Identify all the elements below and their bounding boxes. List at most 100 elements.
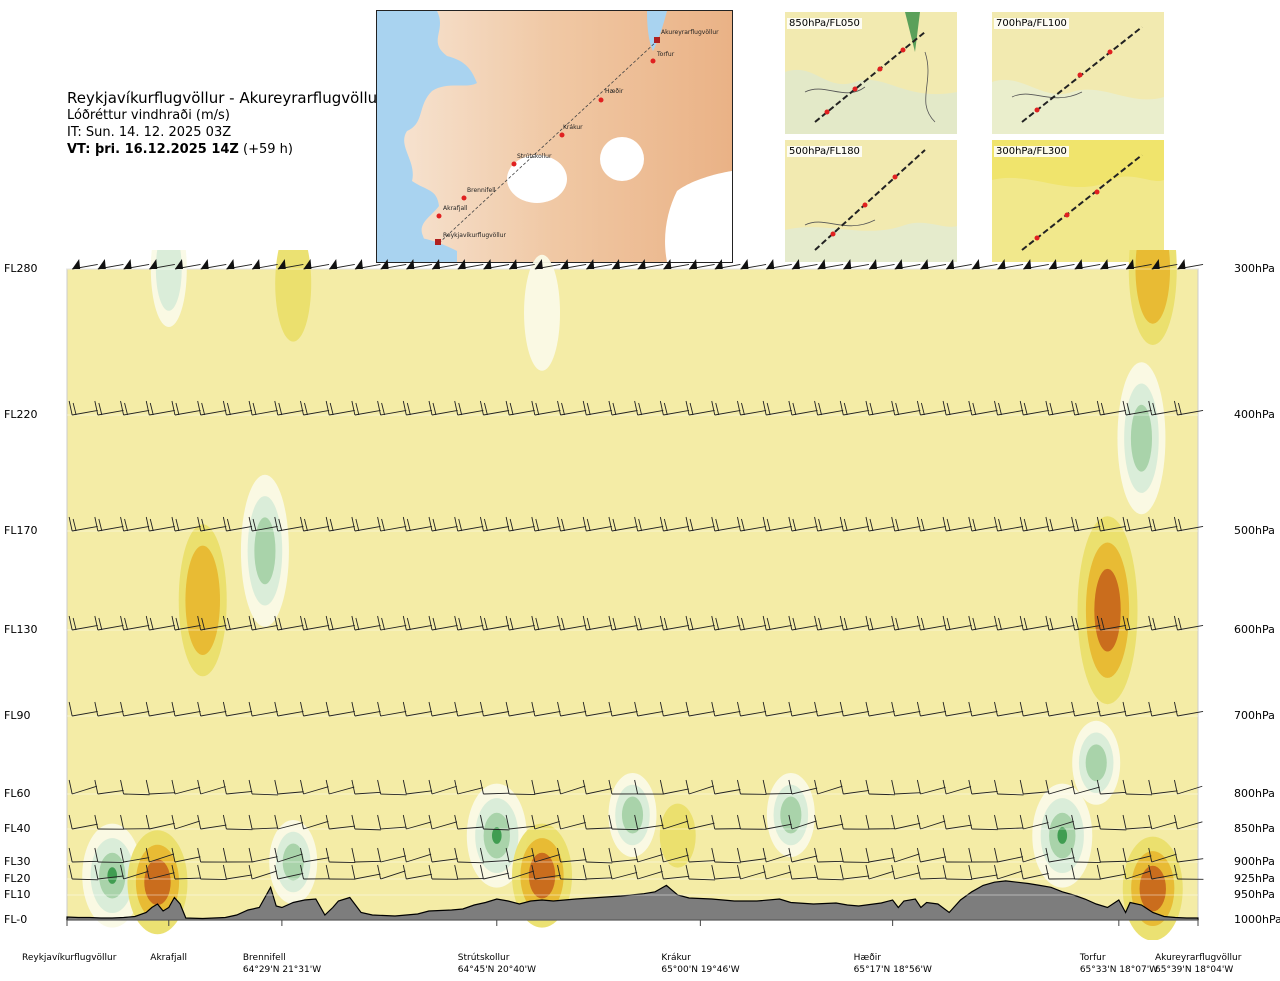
wind-barb-feather2-500-15 — [458, 518, 463, 532]
wind-barb-feather2-500-20 — [586, 518, 591, 532]
wind-barb-feather-700-36 — [994, 701, 998, 717]
wind-barb-900-38 — [1048, 857, 1075, 863]
wind-barb-feather-850-26 — [737, 814, 741, 830]
wind-barb-feather2-600-34 — [946, 617, 951, 631]
wind-barb-800-37 — [1023, 791, 1050, 795]
wind-barb-feather-925-21 — [608, 864, 613, 880]
wind-barb-feather-500-34 — [942, 516, 947, 532]
wind-barb-feather2-500-18 — [535, 518, 540, 532]
wind-barb-feather2-600-31 — [869, 617, 874, 631]
wind-barb-feather-400-40 — [1096, 400, 1101, 416]
fl-label-3: FL130 — [4, 623, 38, 636]
wind-barb-850-34 — [946, 824, 972, 830]
wind-barb-925-17 — [508, 870, 535, 880]
wind-barb-feather-800-2 — [120, 779, 124, 795]
wind-barb-feather-600-18 — [531, 615, 536, 631]
velocity-cell-1-2 — [144, 859, 171, 906]
wind-barb-flag-300-3 — [149, 259, 158, 269]
wind-barb-feather-600-8 — [274, 615, 279, 631]
wind-barb-flag-300-42 — [1151, 259, 1160, 269]
wind-barb-feather-600-34 — [942, 615, 947, 631]
wind-barb-feather-925-5 — [197, 864, 202, 880]
wind-barb-900-23 — [663, 854, 689, 863]
wind-barb-850-35 — [971, 828, 998, 831]
pressure-label-0: 300hPa — [1234, 262, 1275, 275]
map-marker-strutskollur — [511, 161, 517, 167]
wind-barb-feather2-500-25 — [715, 518, 720, 532]
wind-barb-feather2-500-13 — [406, 518, 411, 532]
wind-barb-700-18 — [534, 711, 561, 717]
location-name-1: Akrafjall — [150, 953, 188, 963]
map-marker-akrafjall — [436, 213, 442, 219]
wind-barb-800-11 — [354, 791, 381, 795]
wind-barb-800-16 — [483, 792, 510, 795]
wind-barb-feather-600-12 — [377, 615, 382, 631]
wind-barb-925-30 — [843, 875, 870, 880]
wind-barb-feather-925-15 — [454, 864, 459, 880]
wind-barb-feather-800-8 — [274, 779, 279, 795]
wind-barb-feather2-500-24 — [689, 518, 694, 532]
wind-barb-feather2-500-31 — [869, 518, 874, 532]
wind-barb-feather2-600-35 — [972, 617, 977, 631]
wind-barb-feather-700-12 — [377, 701, 382, 717]
wind-barb-925-22 — [637, 871, 663, 880]
wind-barb-925-19 — [560, 878, 587, 881]
wind-barb-800-3 — [149, 792, 176, 795]
wind-barb-feather-850-30 — [839, 814, 844, 830]
wind-barb-feather-400-37 — [1019, 400, 1024, 416]
wind-barb-700-2 — [123, 711, 150, 717]
wind-barb-feather-600-40 — [1096, 615, 1101, 631]
wind-barb-feather2-500-11 — [355, 518, 360, 532]
wind-barb-feather2-400-6 — [226, 402, 231, 416]
thumbnail-850hpa[interactable]: 850hPa/FL050 — [785, 12, 957, 134]
thumbnail-300hpa[interactable]: 300hPa/FL300 — [992, 140, 1164, 262]
wind-barb-850-38 — [1048, 820, 1074, 830]
wind-barb-feather-900-23 — [659, 847, 664, 863]
thumbnail-850hpa-label: 850hPa/FL050 — [787, 18, 862, 29]
wind-barb-850-15 — [457, 826, 484, 830]
wind-barb-feather-900-14 — [428, 847, 433, 863]
pressure-label-7: 900hPa — [1234, 855, 1275, 868]
wind-barb-feather-700-19 — [557, 701, 561, 717]
wind-barb-900-19 — [560, 859, 587, 863]
map-fjord-north — [647, 11, 667, 51]
wind-barb-850-7 — [252, 827, 279, 830]
thumbnail-500hpa[interactable]: 500hPa/FL180 — [785, 140, 957, 262]
wind-barb-900-33 — [920, 856, 946, 863]
wind-barb-feather-500-38 — [1045, 516, 1050, 532]
wind-barb-feather2-400-25 — [715, 402, 720, 416]
velocity-cell-14-2 — [1139, 865, 1166, 912]
location-ticks — [66, 920, 1199, 926]
wind-barb-feather-700-38 — [1045, 701, 1050, 717]
wind-barb-700-10 — [329, 711, 355, 717]
wind-barb-feather-400-10 — [325, 400, 330, 416]
pressure-label-3: 600hPa — [1234, 623, 1275, 636]
wind-barb-feather-700-15 — [454, 701, 459, 717]
wind-barb-700-26 — [740, 711, 767, 717]
wind-barb-feather-900-19 — [557, 847, 561, 863]
wind-barb-feather-600-38 — [1045, 615, 1050, 631]
wind-barb-900-15 — [457, 861, 484, 864]
wind-barb-feather-925-13 — [402, 864, 407, 880]
parameter-subtitle: Lóðréttur vindhraði (m/s) — [67, 108, 230, 123]
velocity-cell-17-0 — [524, 254, 561, 371]
wind-barb-flag-300-1 — [97, 259, 106, 269]
wind-barb-feather2-500-43 — [1177, 518, 1182, 532]
wind-barb-feather-500-7 — [248, 516, 253, 532]
wind-barb-feather2-600-22 — [638, 617, 643, 631]
wind-barb-700-24 — [688, 711, 715, 717]
wind-barb-850-41 — [1125, 826, 1152, 830]
wind-barb-700-42 — [1151, 711, 1178, 717]
wind-barb-feather-700-28 — [788, 701, 793, 717]
wind-barb-700-9 — [303, 711, 330, 717]
wind-barb-900-14 — [431, 858, 458, 863]
wind-barb-925-5 — [200, 878, 227, 881]
wind-barb-feather2-600-3 — [149, 617, 154, 631]
wind-barb-feather-500-27 — [762, 516, 767, 532]
wind-barb-925-24 — [689, 878, 716, 881]
wind-barb-feather-700-34 — [942, 701, 947, 717]
thumbnail-700hpa[interactable]: 700hPa/FL100 — [992, 12, 1164, 134]
wind-barb-925-32 — [894, 872, 921, 880]
wind-barb-feather-500-6 — [222, 516, 227, 532]
wind-barb-feather-800-1 — [94, 779, 99, 795]
